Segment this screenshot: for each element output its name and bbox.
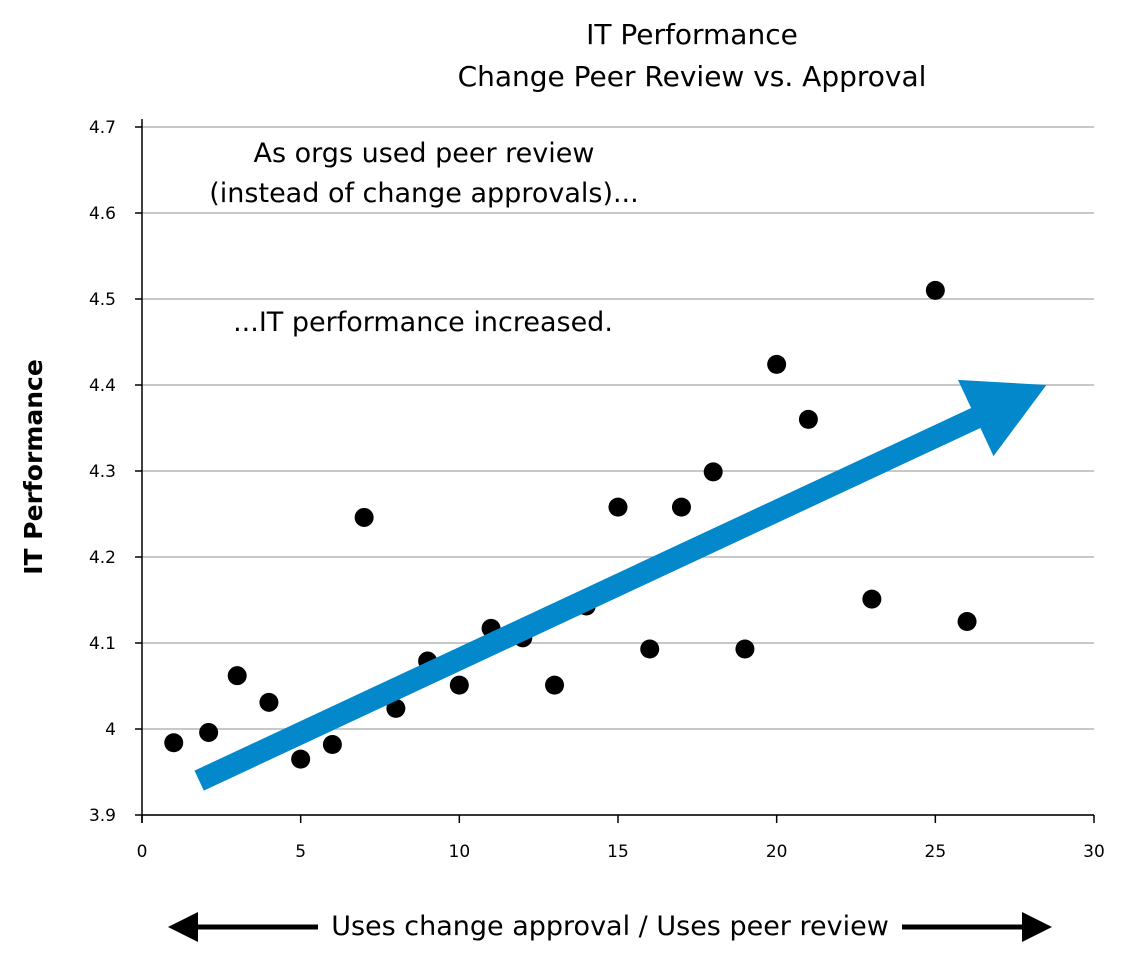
- annotation-line-1: As orgs used peer review: [254, 138, 595, 169]
- axes: 3.9 4 4.1 4.2 4.3 4.4 4.5 4.6 4.7 0 5 10 15 20 25 30: [89, 118, 1105, 862]
- data-point: [354, 507, 374, 527]
- data-point: [291, 749, 311, 769]
- y-tick-label: 4.3: [89, 462, 116, 482]
- trend-arrow-icon: [194, 379, 1047, 791]
- annotation-line-2: (instead of change approvals)...: [209, 178, 638, 209]
- gridlines: [142, 126, 1094, 816]
- y-tick-label: 4: [105, 720, 116, 740]
- y-tick-label: 4.5: [89, 290, 116, 310]
- x-axis-label-group: Uses change approval / Uses peer review: [168, 911, 1052, 942]
- data-point: [199, 722, 219, 742]
- y-tick-label: 4.7: [89, 118, 116, 138]
- data-point: [164, 733, 184, 753]
- data-point: [449, 675, 469, 695]
- data-point: [640, 639, 660, 659]
- chart-title: IT Performance: [586, 18, 798, 51]
- chart-subtitle: Change Peer Review vs. Approval: [458, 60, 927, 93]
- data-point: [735, 639, 755, 659]
- data-point: [322, 734, 342, 754]
- data-point: [798, 409, 818, 429]
- x-tick-label: 5: [295, 842, 306, 862]
- x-tick-label: 30: [1083, 842, 1105, 862]
- data-point: [671, 497, 691, 517]
- data-point: [227, 666, 247, 686]
- y-tick-label: 4.1: [89, 634, 116, 654]
- x-tick-label: 15: [607, 842, 629, 862]
- annotation-line-3: ...IT performance increased.: [233, 307, 613, 338]
- y-tick-label: 3.9: [89, 806, 116, 826]
- y-tick-label: 4.6: [89, 204, 116, 224]
- left-arrow-icon: [168, 912, 198, 942]
- data-point: [767, 354, 787, 374]
- y-tick-label: 4.4: [89, 376, 116, 396]
- data-point: [957, 612, 977, 631]
- x-tick-label: 10: [449, 842, 471, 862]
- x-axis-label: Uses change approval / Uses peer review: [331, 911, 889, 942]
- data-point: [862, 589, 882, 609]
- data-point: [703, 462, 723, 482]
- trend-arrow: [194, 379, 1047, 791]
- data-point: [259, 692, 279, 712]
- y-axis-label: IT Performance: [19, 359, 48, 575]
- x-tick-label: 0: [137, 842, 148, 862]
- data-point: [545, 675, 565, 695]
- right-arrow-icon: [1022, 912, 1052, 942]
- data-point: [608, 497, 628, 517]
- y-tick-label: 4.2: [89, 548, 116, 568]
- x-tick-label: 20: [766, 842, 788, 862]
- data-point: [386, 698, 406, 718]
- x-tick-label: 25: [925, 842, 947, 862]
- data-points: [164, 280, 977, 769]
- data-point: [925, 280, 945, 300]
